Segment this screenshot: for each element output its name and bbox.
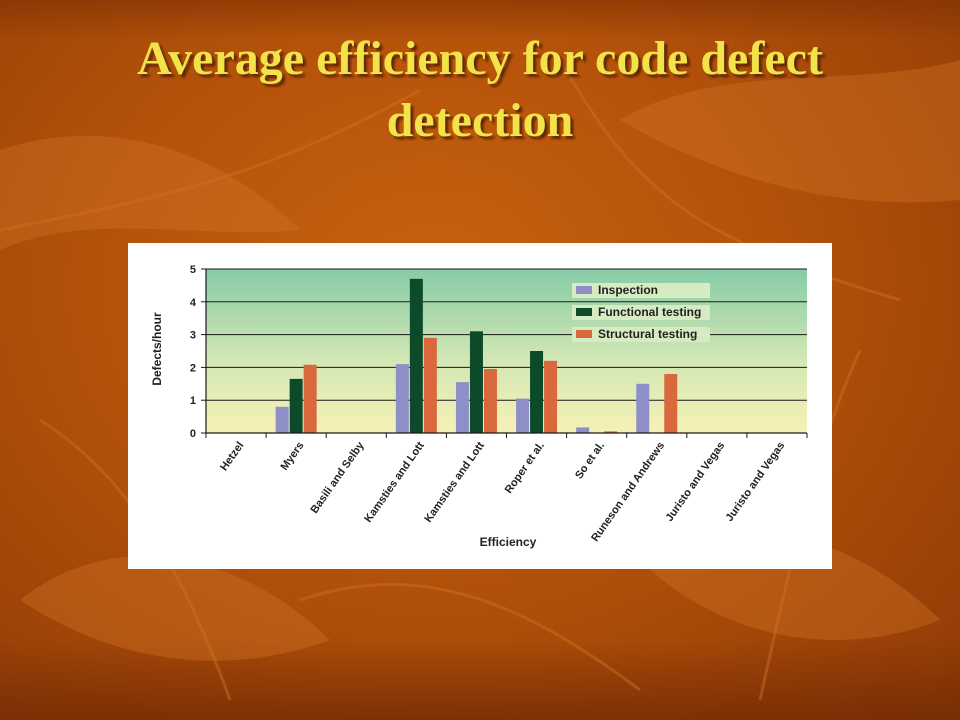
y-tick-label: 3 bbox=[190, 330, 196, 342]
bars bbox=[275, 278, 678, 433]
x-category-label: Hetzel bbox=[218, 440, 246, 473]
bar-structural-testing bbox=[664, 373, 678, 433]
bar-inspection bbox=[636, 383, 650, 433]
bar-functional-testing bbox=[409, 278, 423, 433]
x-category-label: Kamsties and Lott bbox=[362, 440, 427, 525]
x-category-label: Roper et al. bbox=[503, 440, 547, 496]
x-category-label: Juristo and Vegas bbox=[663, 440, 727, 524]
bar-functional-testing bbox=[289, 378, 303, 433]
x-category-label: Juristo and Vegas bbox=[724, 440, 788, 524]
y-tick-labels: 0 1 2 3 4 5 bbox=[190, 264, 197, 440]
bar-inspection bbox=[576, 427, 590, 433]
legend-label: Functional testing bbox=[598, 305, 701, 319]
legend-label: Inspection bbox=[598, 283, 658, 297]
y-axis-title: Defects/hour bbox=[150, 312, 164, 386]
slide-title: Average efficiency for code defect detec… bbox=[40, 28, 920, 152]
x-category-label: Basili and Selby bbox=[308, 439, 367, 516]
legend-swatch bbox=[576, 308, 592, 316]
bar-inspection bbox=[516, 398, 530, 433]
bar-structural-testing bbox=[483, 369, 497, 433]
bar-structural-testing bbox=[544, 360, 558, 433]
legend-swatch bbox=[576, 286, 592, 294]
legend-swatch bbox=[576, 330, 592, 338]
legend-label: Structural testing bbox=[598, 327, 697, 341]
legend: Inspection Functional testing Structural t… bbox=[572, 283, 710, 342]
y-tick-label: 2 bbox=[190, 362, 196, 374]
legend-item-bg bbox=[572, 327, 710, 342]
slide-title-line-1: Average efficiency for code defect bbox=[137, 32, 823, 85]
y-tick-label: 4 bbox=[190, 297, 197, 309]
axes bbox=[205, 269, 808, 438]
bar-inspection bbox=[455, 382, 469, 433]
x-category-label: Myers bbox=[279, 440, 307, 473]
y-tick-label: 0 bbox=[190, 428, 196, 440]
x-category-label: So et al. bbox=[573, 440, 607, 481]
bar-structural-testing bbox=[303, 364, 317, 433]
bar-functional-testing bbox=[469, 331, 483, 433]
legend-item-bg bbox=[572, 305, 710, 320]
x-axis-title: Efficiency bbox=[480, 535, 537, 549]
y-tick-label: 1 bbox=[190, 395, 196, 407]
x-category-label: Kamsties and Lott bbox=[422, 440, 487, 525]
slide-title-line-2: detection bbox=[386, 94, 574, 147]
bar-inspection bbox=[395, 364, 409, 433]
bar-inspection bbox=[275, 406, 289, 433]
bar-structural-testing bbox=[423, 337, 437, 433]
bar-structural-testing bbox=[604, 431, 618, 433]
bar-functional-testing bbox=[530, 351, 544, 433]
y-tick-label: 5 bbox=[190, 264, 196, 276]
legend-item-bg bbox=[572, 283, 710, 298]
